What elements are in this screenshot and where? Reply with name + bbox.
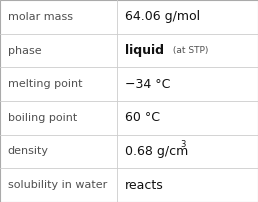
Text: reacts: reacts: [125, 179, 164, 192]
Text: 0.68 g/cm: 0.68 g/cm: [125, 145, 188, 158]
Text: 3: 3: [181, 140, 186, 149]
Text: solubility in water: solubility in water: [8, 180, 107, 190]
Text: molar mass: molar mass: [8, 12, 73, 22]
Text: liquid: liquid: [125, 44, 164, 57]
Text: (at STP): (at STP): [170, 46, 209, 55]
Text: 64.06 g/mol: 64.06 g/mol: [125, 10, 200, 23]
Text: phase: phase: [8, 45, 41, 56]
Text: −34 °C: −34 °C: [125, 78, 171, 91]
Text: melting point: melting point: [8, 79, 82, 89]
Text: density: density: [8, 146, 49, 157]
Text: 60 °C: 60 °C: [125, 111, 160, 124]
Text: boiling point: boiling point: [8, 113, 77, 123]
